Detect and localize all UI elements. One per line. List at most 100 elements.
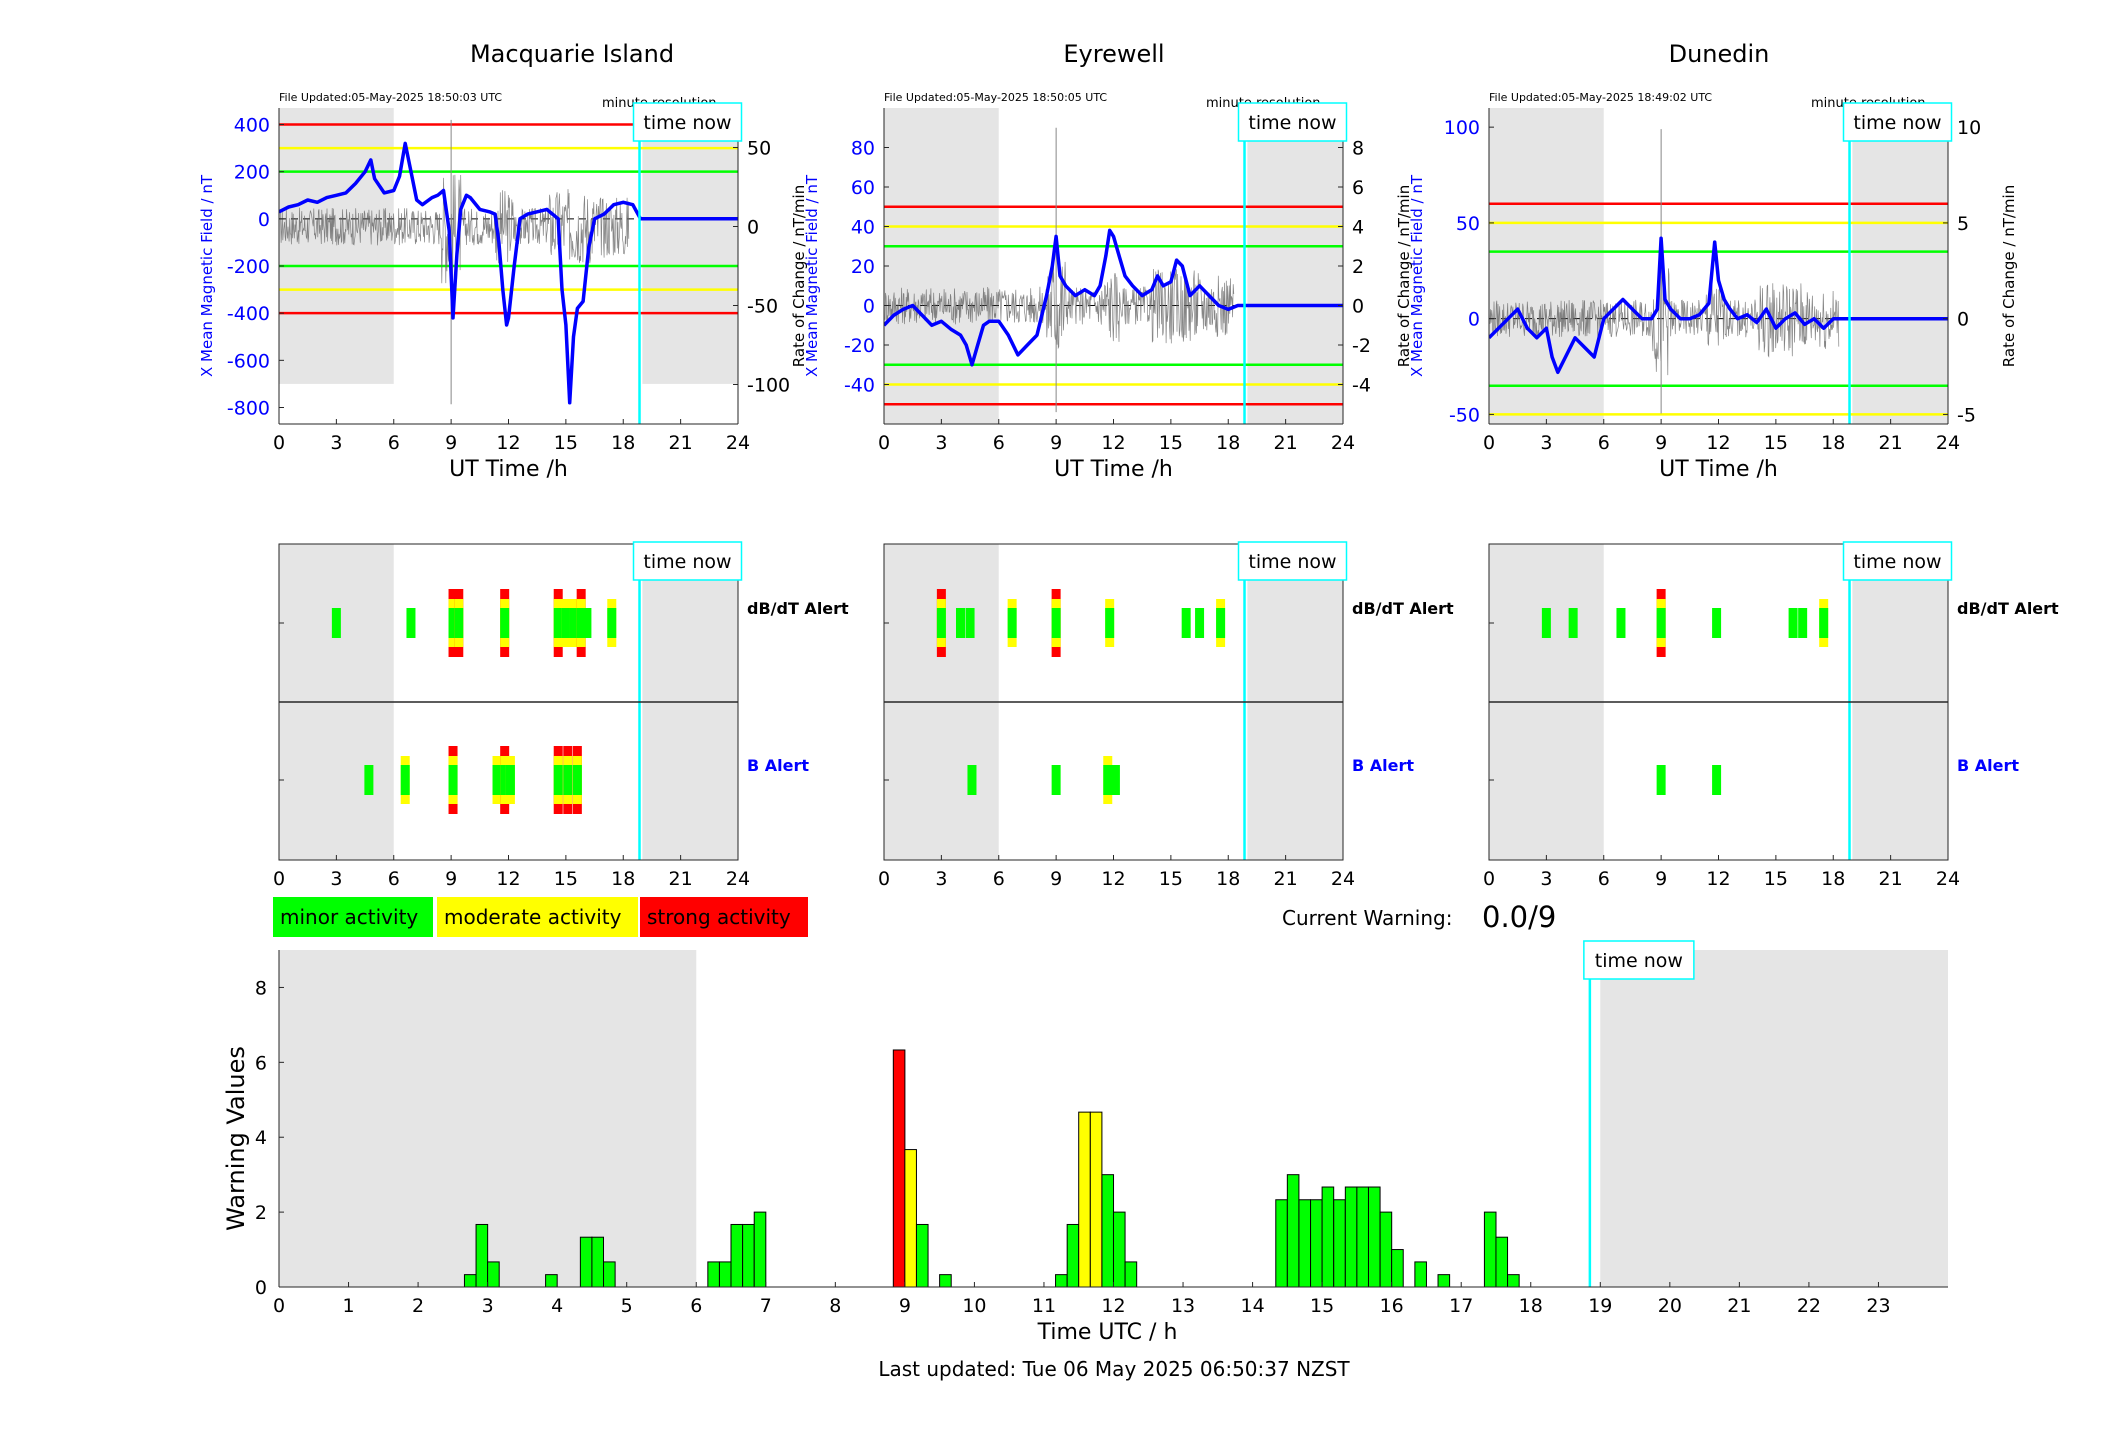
time-now-label: time now [1248,112,1336,134]
alert-mark-minor [406,608,416,638]
warning-bar-minor [1344,1186,1358,1288]
alert-mark-minor [500,765,510,795]
x-tick-label: 12 [496,432,520,454]
y2-axis-label: Rate of Change / nT/min [790,185,808,367]
alert-mark-minor [1656,608,1666,638]
x-tick-label: 18 [1216,868,1240,890]
alert-mark-minor [454,608,464,638]
file-updated-dunedin: File Updated:05-May-2025 18:49:02 UTC [1489,91,1712,104]
y-tick-label: 40 [851,217,875,239]
alert-mark-minor [505,765,515,795]
y-axis-label: Warning Values [222,1046,250,1231]
legend-strong-swatch [640,897,808,937]
y-tick-label: 0 [863,296,875,318]
x-tick-label: 21 [669,868,693,890]
alert-mark-minor [1216,608,1226,638]
warning-bar-minor [1495,1236,1509,1288]
x-tick-label: 18 [611,432,635,454]
y-tick-label: -20 [844,335,875,357]
rate-of-change-trace [1489,264,1840,376]
x-tick-label: 22 [1797,1295,1821,1317]
x-tick-label: 0 [273,432,285,454]
y2-tick-label: -100 [747,375,790,397]
magnetic-field-plot-eyrewell: 0 3 6 9 12 15 18 21 24806040200-20-4086420-2-4UT… [803,102,1413,482]
x-mean-series [884,228,1343,367]
warning-bar-minor [1321,1186,1335,1288]
y-tick-label: 6 [255,1052,267,1074]
warning-values-chart: 0 1 2 3 4 5 6 7 8 9 10 11 12 13 14 15 16 17 18 19 20 21 22 2302… [222,940,1948,1345]
x-tick-label: 15 [1310,1295,1334,1317]
y-tick-label: 2 [255,1202,267,1224]
warning-bar-minor [475,1223,489,1288]
x-tick-label: 20 [1658,1295,1682,1317]
alert-mark-minor [936,608,946,638]
alert-mark-minor [967,765,977,795]
warning-bar-minor [1275,1199,1288,1288]
x-tick-label: 9 [445,432,457,454]
x-tick-label: 3 [330,432,342,454]
alert-mark-minor [1051,765,1061,795]
time-now-box [632,541,743,581]
alert-mark-minor [1656,765,1666,795]
x-tick-label: 24 [726,868,750,890]
alert-mark-minor [561,608,571,638]
x-tick-label: 19 [1588,1295,1612,1317]
x-tick-label: 3 [1540,432,1552,454]
x-mean-series [279,141,738,405]
x-tick-label: 18 [1821,868,1845,890]
time-now-label: time now [1853,551,1941,573]
x-tick-label: 9 [1655,868,1667,890]
x-tick-label: 6 [993,868,1005,890]
dbdt-alert-label: dB/dT Alert [1352,599,1454,618]
alert-mark-minor [553,608,563,638]
alert-mark-minor [400,765,410,795]
x-tick-label: 0 [273,868,285,890]
y2-tick-label: 10 [1957,117,1981,139]
x-tick-label: 6 [690,1295,702,1317]
y2-tick-label: 0 [1352,296,1364,318]
warning-bar-minor [1055,1274,1068,1288]
warning-bar-minor [1101,1174,1115,1288]
x-tick-label: 9 [1050,432,1062,454]
warning-bar-minor [579,1236,593,1288]
x-tick-label: 21 [1274,868,1298,890]
b-alert-label: B Alert [1957,756,2019,775]
x-tick-label: 21 [1879,868,1903,890]
time-now-label: time now [1595,950,1683,972]
warning-bar-minor [1066,1223,1080,1288]
station-title-dunedin: Dunedin [1669,40,1770,68]
time-now-label: time now [1853,112,1941,134]
x-mean-series [1489,236,1948,375]
x-tick-label: 12 [1101,1295,1125,1317]
x-tick-label: 21 [1727,1295,1751,1317]
y-axis-label: X Mean Magnetic Field / nT [198,174,216,377]
current-warning-label: Current Warning: [1282,906,1452,930]
x-tick-label: 9 [1655,432,1667,454]
y2-tick-label: -5 [1957,404,1976,426]
warning-bar-minor [1356,1186,1369,1288]
warning-bar-minor [707,1261,720,1288]
warning-bar-minor [1367,1186,1381,1288]
dbdt-alert-label: dB/dT Alert [747,599,849,618]
file-updated-macquarie: File Updated:05-May-2025 18:50:03 UTC [279,91,502,104]
alert-mark-minor [576,608,586,638]
x-tick-label: 17 [1449,1295,1473,1317]
x-tick-label: 0 [1483,432,1495,454]
alert-mark-minor [1105,608,1115,638]
x-tick-label: 1 [342,1295,354,1317]
warning-bar-minor [1333,1199,1346,1288]
alert-mark-minor [1007,608,1017,638]
warning-bar-minor [718,1261,732,1288]
y-tick-label: -800 [227,397,270,419]
y2-axis-label: Rate of Change / nT/min [1395,185,1413,367]
x-axis-label: UT Time /h [1659,457,1778,482]
alert-mark-minor [1819,608,1829,638]
alert-mark-minor [1568,608,1578,638]
y-tick-label: 0 [258,209,270,231]
x-tick-label: 0 [878,868,890,890]
alert-mark-minor [553,765,563,795]
warning-bar-minor [1414,1261,1427,1288]
warning-bar-minor [1124,1261,1138,1288]
x-tick-label: 6 [388,868,400,890]
x-axis-label: Time UTC / h [1037,1320,1178,1345]
